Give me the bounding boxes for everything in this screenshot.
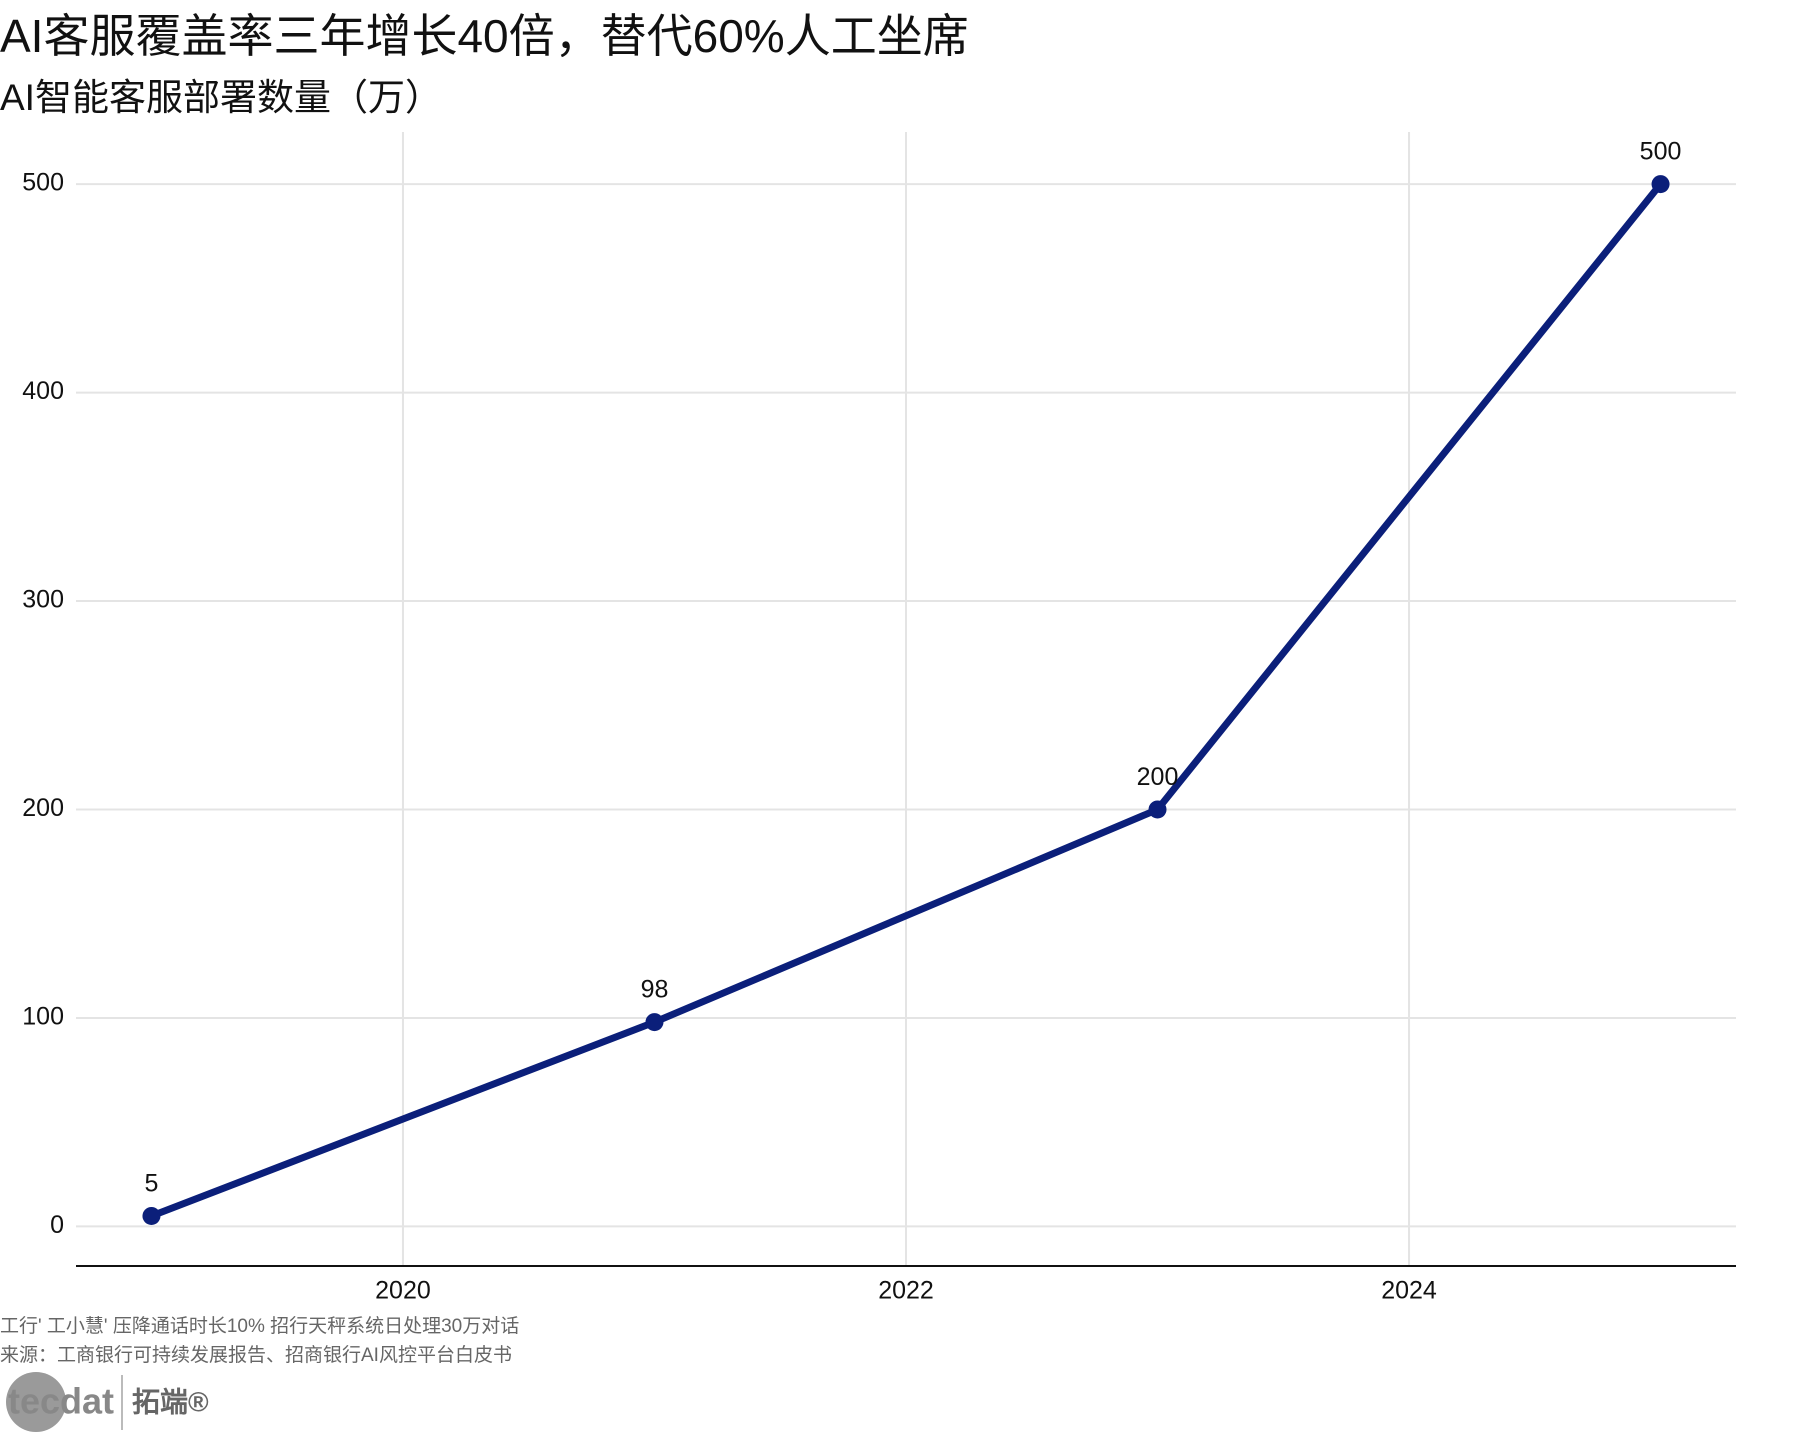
chart-subtitle: AI智能客服部署数量（万） [0, 77, 442, 118]
y-tick-label: 100 [22, 1003, 64, 1031]
y-tick-label: 300 [22, 586, 64, 614]
logo-badge [6, 1372, 66, 1432]
data-point [1651, 175, 1670, 194]
data-label: 5 [145, 1170, 159, 1198]
data-label: 200 [1137, 763, 1179, 791]
data-point [142, 1206, 161, 1225]
x-tick-label: 2022 [878, 1277, 934, 1305]
x-tick-label: 2020 [375, 1277, 431, 1305]
footer-source: 来源：工商银行可持续发展报告、招商银行AI风控平台白皮书 [0, 1344, 512, 1366]
data-point [1148, 800, 1167, 819]
data-label: 98 [641, 976, 669, 1004]
chart-title: AI客服覆盖率三年增长40倍，替代60%人工坐席 [0, 10, 969, 62]
data-line [150, 181, 1664, 1220]
y-tick-label: 0 [50, 1211, 64, 1239]
y-tick-label: 500 [22, 169, 64, 197]
y-tick-label: 400 [22, 377, 64, 405]
x-tick-label: 2024 [1381, 1277, 1437, 1305]
data-label: 500 [1640, 138, 1682, 166]
logo-name: 拓端® [132, 1386, 209, 1417]
y-tick-label: 200 [22, 794, 64, 822]
data-point [645, 1013, 664, 1032]
logo-mark: tecdat [8, 1381, 114, 1422]
footer-note: 工行' 工小慧' 压降通话时长10% 招行天秤系统日处理30万对话 [0, 1315, 519, 1337]
